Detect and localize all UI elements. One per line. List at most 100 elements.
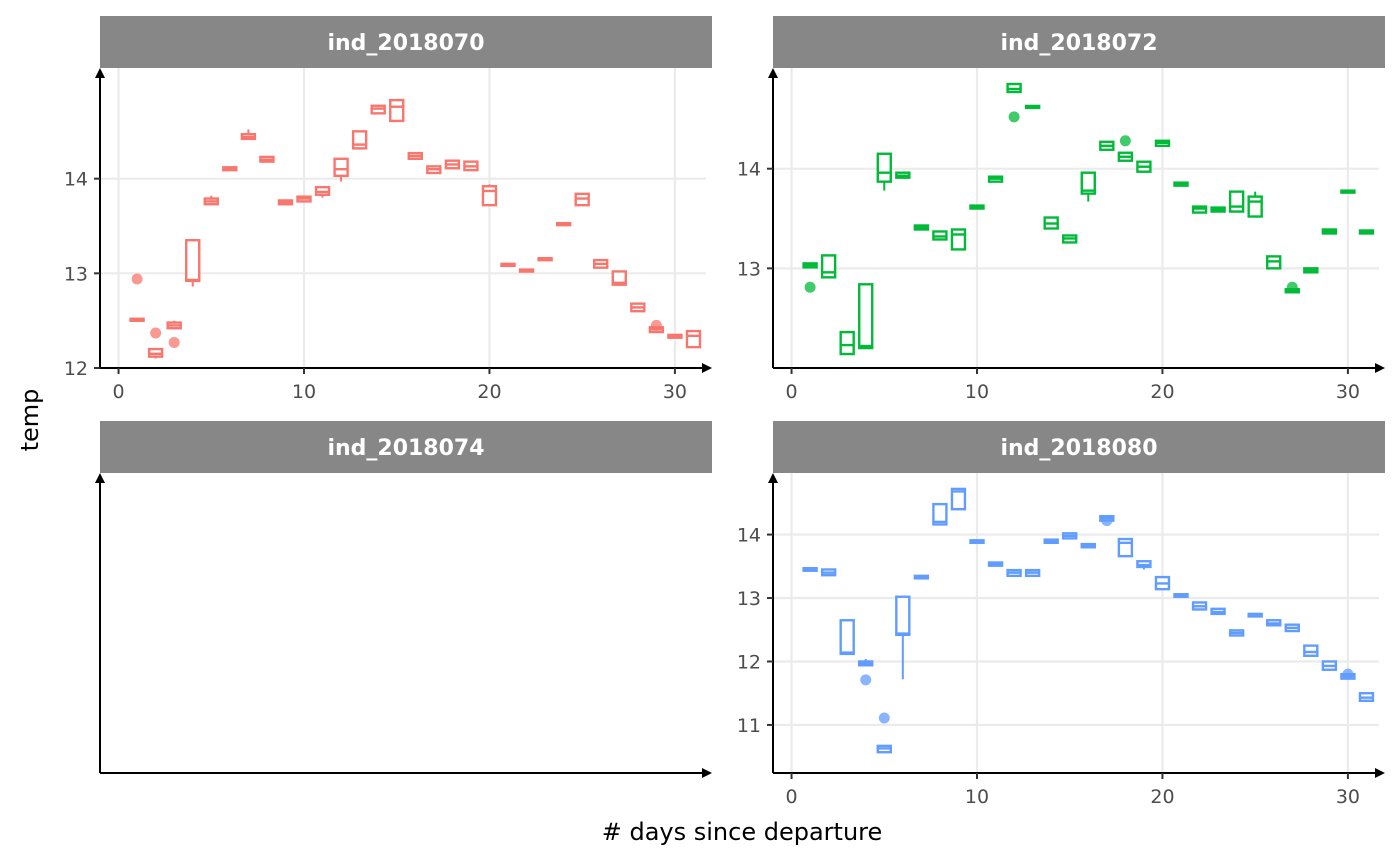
outlier-point bbox=[1008, 111, 1020, 123]
boxplot-box bbox=[895, 595, 911, 680]
boxplot-box bbox=[333, 157, 349, 182]
boxplot-box bbox=[685, 329, 702, 349]
boxplot-box bbox=[1173, 181, 1189, 187]
y-tick-label: 14 bbox=[737, 525, 761, 547]
boxplot-box bbox=[555, 221, 572, 227]
outlier-point bbox=[1119, 135, 1131, 147]
boxplot-box bbox=[1173, 593, 1189, 598]
boxplot-box bbox=[1358, 692, 1375, 703]
x-tick-label: 30 bbox=[663, 381, 687, 403]
boxplot-box bbox=[1043, 216, 1059, 230]
y-tick-label: 13 bbox=[64, 263, 88, 285]
boxplot-box bbox=[463, 160, 479, 172]
boxplot-box bbox=[1191, 205, 1208, 214]
outlier-point bbox=[1342, 668, 1354, 680]
outlier-point bbox=[650, 319, 662, 331]
boxplot-box bbox=[1006, 82, 1022, 94]
box-iqr bbox=[685, 329, 702, 349]
outlier-point bbox=[131, 273, 143, 285]
box-iqr bbox=[932, 502, 948, 526]
box-iqr bbox=[839, 619, 855, 656]
facet-strip-label: ind_2018070 bbox=[327, 31, 484, 56]
boxplot-box bbox=[500, 262, 516, 268]
box-iqr bbox=[1247, 195, 1263, 218]
boxplot-box bbox=[426, 165, 442, 175]
boxplot-box bbox=[444, 159, 461, 170]
box-iqr bbox=[185, 238, 201, 283]
facet-strip bbox=[773, 421, 1385, 473]
boxplot-box bbox=[1136, 560, 1152, 570]
y-tick-label: 12 bbox=[64, 358, 88, 380]
x-tick-label: 30 bbox=[1336, 381, 1360, 403]
y-tick-label: 14 bbox=[737, 159, 761, 181]
boxplot-box bbox=[1006, 568, 1022, 578]
boxplot-box bbox=[839, 330, 855, 356]
boxplot-box bbox=[1154, 575, 1171, 591]
boxplot-box bbox=[1210, 607, 1226, 616]
facet-panel: ind_2018074 bbox=[95, 421, 712, 778]
x-tick-label: 10 bbox=[292, 381, 316, 403]
box-iqr bbox=[858, 283, 874, 350]
y-axis-arrow bbox=[768, 473, 778, 483]
outlier-point bbox=[860, 674, 872, 686]
boxplot-box bbox=[296, 195, 312, 203]
boxplot-box bbox=[1228, 190, 1245, 213]
boxplot-box bbox=[987, 175, 1004, 183]
boxplot-box bbox=[839, 619, 855, 656]
x-tick-label: 0 bbox=[785, 786, 797, 808]
box-iqr bbox=[950, 228, 967, 251]
boxplot-box bbox=[1210, 206, 1226, 213]
x-tick-label: 20 bbox=[1150, 786, 1174, 808]
boxplot-box bbox=[802, 567, 818, 572]
boxplot-box bbox=[351, 130, 368, 150]
boxplot-box bbox=[950, 228, 967, 251]
facet-panel: ind_2018072 13 14 0 10 20 30 bbox=[737, 16, 1385, 403]
boxplot-box bbox=[1099, 140, 1115, 151]
x-tick-label: 10 bbox=[965, 786, 989, 808]
y-axis-arrow bbox=[768, 68, 778, 78]
box-iqr bbox=[481, 185, 498, 207]
facet-strip bbox=[773, 16, 1385, 68]
boxplot-box bbox=[913, 224, 930, 231]
boxplot-box bbox=[593, 258, 609, 269]
box-iqr bbox=[389, 98, 405, 123]
boxplot-box bbox=[1080, 542, 1096, 549]
boxplot-box bbox=[858, 658, 874, 667]
boxplot-box bbox=[1358, 229, 1375, 235]
outlier-point bbox=[168, 336, 180, 348]
boxplot-box bbox=[1303, 267, 1319, 274]
boxplot-box bbox=[166, 320, 182, 330]
x-axis-arrow bbox=[702, 363, 712, 373]
facet-panel: ind_2018080 11 12 13 14 0 10 20 30 bbox=[737, 421, 1385, 808]
box-iqr bbox=[950, 487, 967, 511]
y-tick-label: 12 bbox=[737, 651, 761, 673]
boxplot-box bbox=[1266, 619, 1282, 627]
facet-strip-label: ind_2018074 bbox=[327, 436, 484, 461]
boxplot-box bbox=[1062, 532, 1078, 540]
boxplot-box bbox=[1228, 629, 1245, 637]
boxplot-box bbox=[314, 185, 331, 198]
boxplot-box bbox=[1080, 171, 1096, 202]
boxplot-box bbox=[1024, 568, 1041, 578]
x-axis-title: # days since departure bbox=[602, 818, 883, 846]
facet-panel: ind_2018070 12 13 14 0 10 20 30 bbox=[64, 16, 712, 403]
y-axis-arrow bbox=[95, 473, 105, 483]
boxplot-box bbox=[876, 744, 892, 754]
outlier-point bbox=[804, 281, 816, 293]
boxplot-box bbox=[950, 487, 967, 511]
boxplot-box bbox=[481, 184, 498, 207]
box-iqr bbox=[876, 152, 892, 183]
boxplot-box bbox=[932, 230, 948, 241]
boxplot-box bbox=[1191, 601, 1208, 611]
x-tick-label: 10 bbox=[965, 381, 989, 403]
boxplot-box bbox=[969, 539, 985, 545]
x-tick-label: 0 bbox=[785, 381, 797, 403]
boxplot-box bbox=[913, 574, 930, 580]
boxplot-box bbox=[1117, 151, 1134, 162]
y-tick-label: 13 bbox=[737, 258, 761, 280]
boxplot-box bbox=[1266, 255, 1282, 270]
boxplot-box bbox=[667, 333, 683, 339]
y-tick-label: 14 bbox=[64, 169, 88, 191]
boxplot-box bbox=[203, 195, 219, 206]
